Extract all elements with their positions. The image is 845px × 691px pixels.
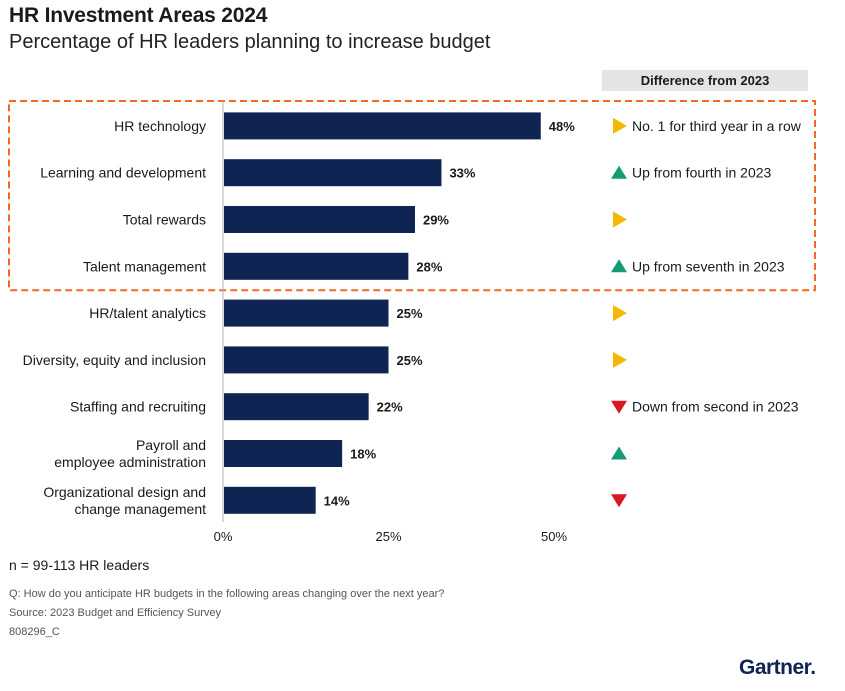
down-triangle-icon — [611, 494, 627, 508]
highlight-box — [8, 100, 816, 292]
x-tick-label: 25% — [375, 529, 401, 544]
value-label: 25% — [397, 353, 423, 368]
up-triangle-icon — [611, 165, 627, 179]
value-label: 28% — [416, 259, 442, 274]
value-label: 18% — [350, 447, 376, 462]
difference-text: Down from second in 2023 — [632, 399, 799, 415]
bar — [224, 252, 409, 280]
bar-chart: HR technology 48% No. 1 for third year in … — [8, 100, 816, 544]
category-label: Talent management — [83, 258, 206, 274]
bar — [224, 112, 541, 140]
chart-title: HR Investment Areas 2024 — [9, 4, 268, 27]
bar — [224, 393, 369, 421]
bar — [224, 440, 343, 467]
x-tick-label: 0% — [214, 529, 233, 544]
difference-text: Up from seventh in 2023 — [632, 258, 785, 274]
no-change-arrow-icon — [613, 117, 627, 134]
sample-size-note: n = 99-113 HR leaders — [9, 557, 150, 573]
difference-text: No. 1 for third year in a row — [632, 118, 802, 134]
no-change-arrow-icon — [613, 211, 627, 228]
category-label: Learning and development — [40, 165, 206, 181]
category-label: HR technology — [114, 118, 206, 134]
category-label: Organizational design and change manageme… — [43, 484, 206, 517]
value-label: 33% — [449, 166, 475, 181]
bar — [224, 346, 389, 374]
value-label: 48% — [549, 119, 575, 134]
category-label: HR/talent analytics — [89, 305, 206, 321]
up-triangle-icon — [611, 259, 627, 273]
category-label: Payroll and employee administration — [54, 437, 206, 470]
down-triangle-icon — [611, 400, 627, 414]
no-change-arrow-icon — [613, 305, 627, 322]
bar — [224, 206, 415, 233]
value-label: 14% — [324, 493, 350, 508]
category-label: Staffing and recruiting — [70, 399, 206, 415]
value-label: 25% — [397, 306, 423, 321]
bar — [224, 486, 316, 514]
difference-text: Up from fourth in 2023 — [632, 165, 772, 181]
survey-question: Q: How do you anticipate HR budgets in t… — [9, 588, 445, 600]
bar — [224, 299, 389, 327]
x-tick-label: 50% — [541, 529, 567, 544]
chart-subtitle: Percentage of HR leaders planning to inc… — [9, 31, 491, 53]
up-triangle-icon — [611, 446, 627, 460]
category-label: Diversity, equity and inclusion — [23, 352, 206, 368]
category-label: Total rewards — [123, 212, 206, 228]
gartner-logo: Gartner. — [739, 656, 816, 679]
bar — [224, 159, 442, 187]
value-label: 29% — [423, 213, 449, 228]
source-note: Source: 2023 Budget and Efficiency Surve… — [9, 607, 221, 619]
value-label: 22% — [377, 400, 403, 415]
chart-id: 808296_C — [9, 626, 60, 638]
difference-column-header: Difference from 2023 — [602, 70, 808, 91]
no-change-arrow-icon — [613, 351, 627, 368]
